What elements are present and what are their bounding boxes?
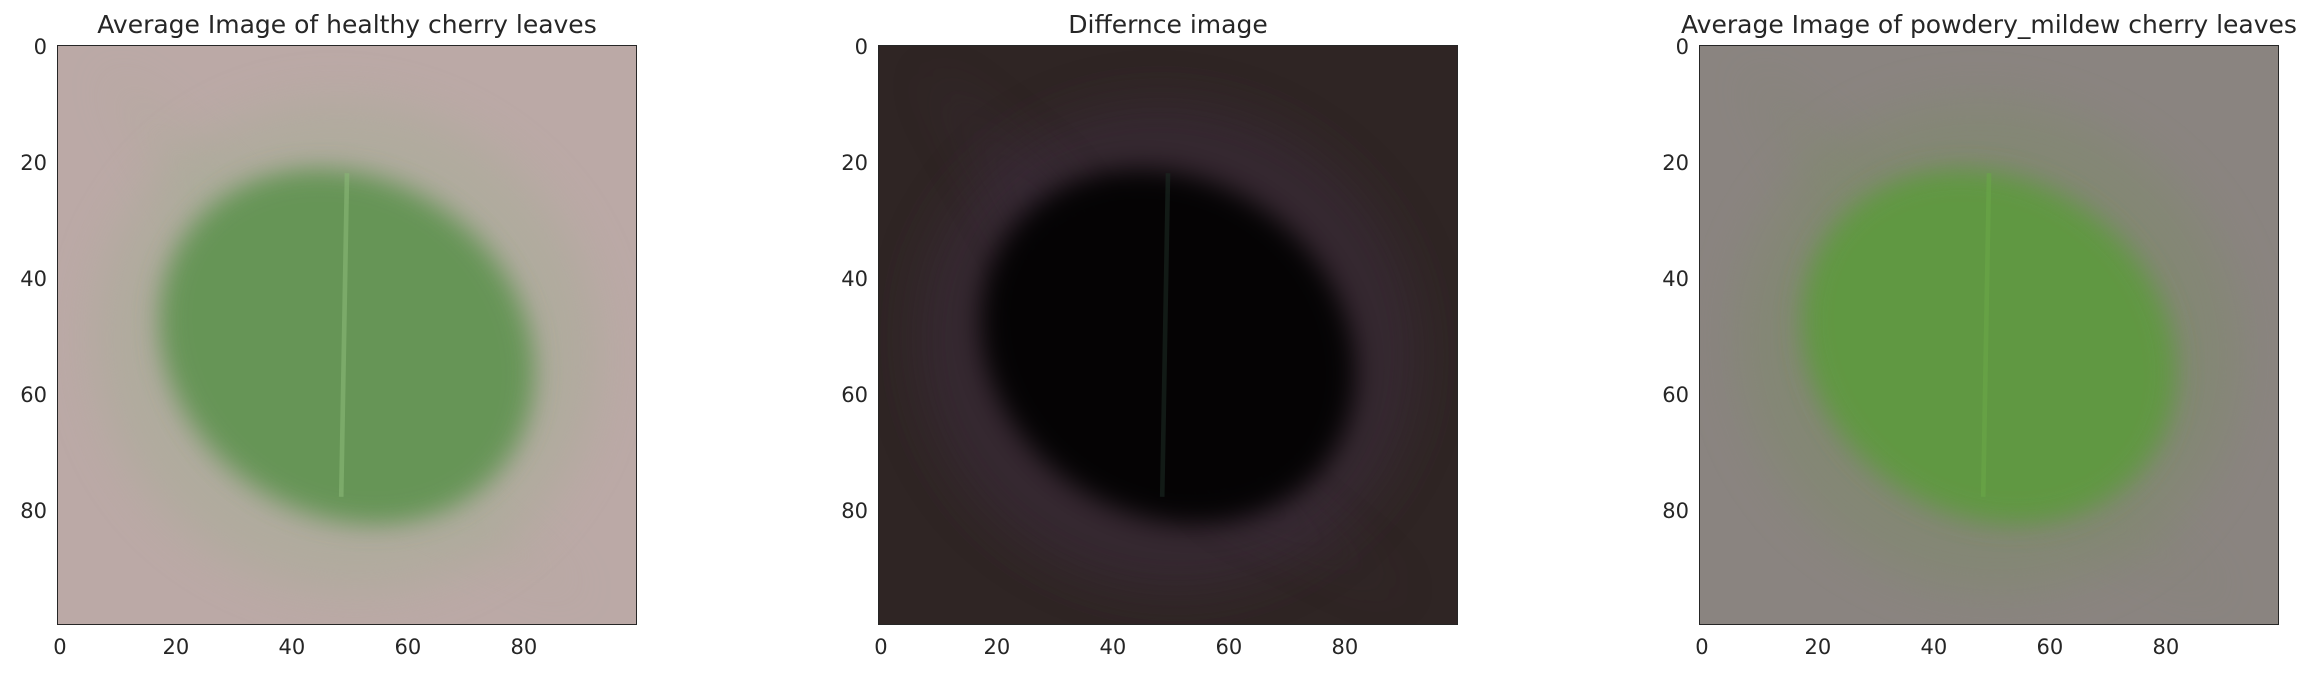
y-tick-label: 20 (20, 150, 47, 175)
image-plot (1699, 45, 2279, 625)
y-tick-label: 40 (841, 266, 868, 291)
y-tick-label: 0 (1675, 34, 1689, 59)
y-tick-label: 40 (20, 266, 47, 291)
panel-powdery-mildew: Average Image of powdery_mildew cherry l… (1662, 0, 2299, 673)
y-tick-label: 20 (1662, 150, 1689, 175)
panel-healthy: Average Image of healthy cherry leaves 0… (20, 0, 657, 673)
leaf-body (980, 168, 1356, 525)
chart-title: Average Image of powdery_mildew cherry l… (1681, 10, 2297, 39)
x-tick-label: 80 (1331, 635, 1359, 659)
x-tick-label: 40 (1099, 635, 1127, 659)
heatmap-image (1700, 46, 2278, 624)
image-plot (878, 45, 1458, 625)
leaf-vein (1980, 173, 1992, 497)
x-tick-label: 20 (162, 635, 190, 659)
leaf-body (1801, 168, 2177, 525)
x-tick-label: 40 (1920, 635, 1948, 659)
heatmap-image (58, 46, 636, 624)
y-tick-label: 20 (841, 150, 868, 175)
leaf-vein (338, 173, 350, 497)
heatmap-image (879, 46, 1457, 624)
x-tick-label: 60 (2036, 635, 2064, 659)
x-tick-label: 60 (1215, 635, 1243, 659)
y-tick-label: 60 (20, 382, 47, 407)
x-tick-label: 80 (510, 635, 538, 659)
y-tick-label: 60 (1662, 382, 1689, 407)
x-tick-label: 20 (983, 635, 1011, 659)
x-tick-label: 0 (1695, 635, 1709, 659)
chart-title: Differnce image (1068, 10, 1268, 39)
x-tick-label: 60 (394, 635, 422, 659)
leaf-body (159, 168, 535, 525)
x-tick-label: 0 (53, 635, 67, 659)
leaf-vein (1159, 173, 1171, 497)
x-tick-label: 20 (1804, 635, 1832, 659)
chart-title: Average Image of healthy cherry leaves (97, 10, 597, 39)
y-tick-label: 80 (1662, 498, 1689, 523)
y-tick-label: 0 (33, 34, 47, 59)
y-tick-label: 60 (841, 382, 868, 407)
image-plot (57, 45, 637, 625)
y-tick-label: 80 (20, 498, 47, 523)
y-tick-label: 0 (854, 34, 868, 59)
x-tick-label: 80 (2152, 635, 2180, 659)
x-tick-label: 0 (874, 635, 888, 659)
y-tick-label: 40 (1662, 266, 1689, 291)
panel-difference: Differnce image 0 20 40 60 80 0 20 40 60 80 (841, 0, 1478, 673)
y-tick-label: 80 (841, 498, 868, 523)
x-tick-label: 40 (278, 635, 306, 659)
